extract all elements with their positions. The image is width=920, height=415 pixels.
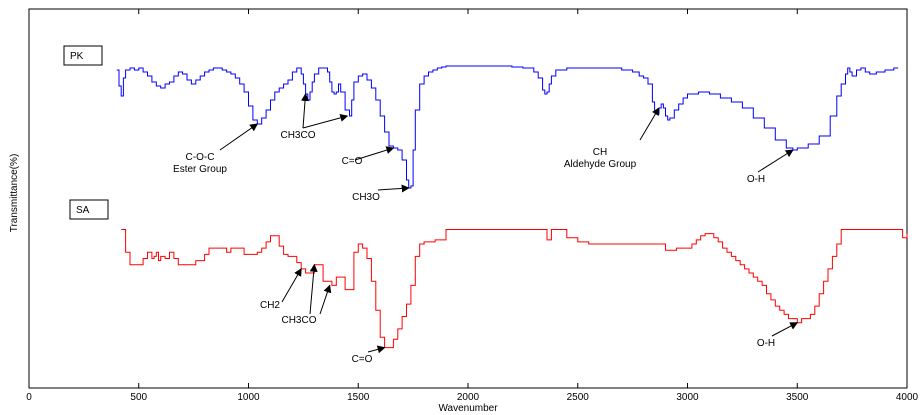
- plot-area: 0 500 1000 1500 2000 2500 3000 3500 4000 PK SA C-O-…: [26, 8, 919, 403]
- series-line-pk: [116, 65, 899, 189]
- annotation-text: O-H: [757, 338, 775, 349]
- panel-label-sa: SA: [69, 199, 109, 220]
- annotation-arrow: [302, 113, 349, 129]
- annotation: CH3CO: [280, 93, 349, 141]
- panel-label-text: SA: [76, 205, 90, 216]
- annotation-text: CH3CO: [280, 130, 315, 141]
- x-tick-label: 3500: [786, 392, 809, 403]
- x-tick-label: 3000: [676, 392, 699, 403]
- x-tick-label: 1500: [347, 392, 370, 403]
- x-tick-label: 2000: [457, 392, 480, 403]
- annotation-text: O-H: [747, 174, 765, 185]
- x-tick-label: 0: [26, 392, 32, 403]
- annotation-arrow: [309, 263, 318, 315]
- annotation: O-H: [747, 149, 794, 185]
- annotation: CH2: [260, 267, 302, 311]
- annotation-arrow: [757, 149, 794, 173]
- annotation-text: CH3O: [352, 192, 380, 203]
- annotation-arrow: [219, 123, 259, 151]
- annotation-arrow: [319, 284, 332, 315]
- annotation-arrow: [367, 345, 386, 354]
- annotation-text: Aldehyde Group: [564, 159, 637, 170]
- annotation-arrow: [639, 107, 660, 141]
- annotation-text: C=O: [342, 156, 363, 167]
- annotation-text: C-O-C: [186, 152, 215, 163]
- y-axis-title: Transmittance(%): [9, 154, 20, 233]
- annotation-arrow: [354, 146, 395, 161]
- x-tick-label: 1000: [237, 392, 260, 403]
- annotation-arrow: [771, 322, 799, 337]
- annotation-arrow: [301, 93, 310, 129]
- series-line-sa: [121, 229, 908, 349]
- annotation-text: CH2: [260, 300, 280, 311]
- annotation-text: C=O: [352, 354, 373, 365]
- annotation-arrow: [281, 267, 302, 303]
- x-tick-label: 4000: [896, 392, 919, 403]
- x-axis-title: Wavenumber: [438, 403, 498, 414]
- annotation: C=O: [342, 146, 395, 167]
- annotation: CH3O: [352, 184, 410, 203]
- panel-label-pk: PK: [63, 45, 103, 66]
- annotation-arrow: [377, 184, 410, 193]
- x-tick-label: 2500: [567, 392, 590, 403]
- annotation: CH3CO: [281, 263, 332, 326]
- annotation-text: CH3CO: [281, 315, 316, 326]
- annotation: O-H: [757, 322, 799, 349]
- panel-label-text: PK: [70, 51, 84, 62]
- annotation-text: CH: [593, 147, 607, 158]
- annotation-text: Ester Group: [173, 164, 227, 175]
- x-tick-label: 500: [130, 392, 147, 403]
- panel-label-box: [63, 45, 103, 66]
- panel-label-box: [69, 199, 109, 220]
- annotation: C=O: [352, 345, 386, 365]
